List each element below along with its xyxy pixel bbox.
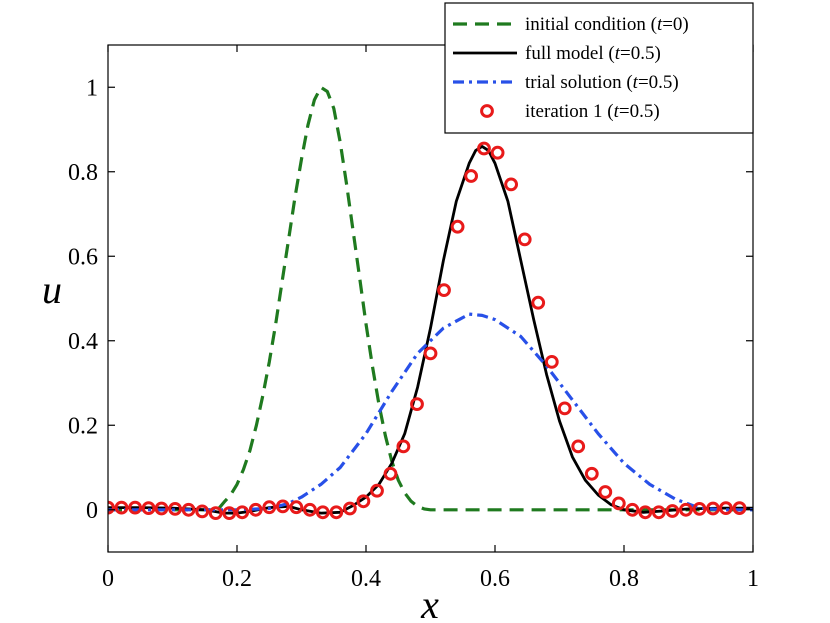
iteration-point xyxy=(544,355,559,369)
iteration-point xyxy=(611,496,626,511)
series-initial-condition-line xyxy=(108,85,753,512)
iteration-point xyxy=(464,169,479,183)
y-tick-label: 0.4 xyxy=(68,329,98,355)
y-tick-label: 0.6 xyxy=(68,244,98,270)
iteration-point xyxy=(289,500,304,515)
iteration-point xyxy=(557,401,572,416)
iteration-point xyxy=(108,500,115,515)
legend-box xyxy=(444,2,754,134)
iteration-point xyxy=(679,502,693,517)
y-tick-label: 0 xyxy=(86,498,98,524)
iteration-point xyxy=(598,485,613,499)
legend-label: initial condition (t=0) xyxy=(525,14,689,35)
x-tick-label: 0.8 xyxy=(609,566,639,592)
iteration-point xyxy=(571,439,586,454)
iteration-point xyxy=(437,283,451,298)
iteration-point xyxy=(275,499,290,514)
iteration-point xyxy=(423,346,438,361)
y-tick-label: 0.8 xyxy=(68,160,98,186)
iteration-point xyxy=(370,483,384,498)
iteration-point xyxy=(195,504,210,519)
x-tick-label: 0.2 xyxy=(222,566,252,592)
y-tick-label: 1 xyxy=(86,75,98,101)
iteration-point xyxy=(477,141,491,156)
legend-entry: full model (t=0.5) xyxy=(453,43,661,64)
iteration-point xyxy=(490,145,505,160)
iteration-point xyxy=(141,501,156,516)
y-axis-title: u xyxy=(42,267,62,312)
iteration-point xyxy=(665,504,680,518)
iteration-point xyxy=(625,502,640,517)
iteration-point xyxy=(181,502,196,517)
iteration-point xyxy=(235,505,250,520)
iteration-point xyxy=(651,505,666,520)
iteration-point xyxy=(410,397,424,412)
iteration-point xyxy=(706,501,720,516)
iteration-point xyxy=(208,506,223,520)
iteration-point xyxy=(154,501,169,516)
iteration-point xyxy=(303,502,317,517)
iteration-point xyxy=(638,505,653,520)
plot-frame xyxy=(107,44,754,553)
iteration-point xyxy=(343,501,357,516)
iteration-point xyxy=(531,295,546,310)
legend-entry: trial solution (t=0.5) xyxy=(453,72,679,93)
legend-label: trial solution (t=0.5) xyxy=(525,72,679,93)
series-layer xyxy=(108,85,753,520)
legend-label: full model (t=0.5) xyxy=(525,43,661,64)
x-axis-title: x xyxy=(420,582,439,623)
iteration-point xyxy=(396,439,411,454)
legend-label: iteration 1 (t=0.5) xyxy=(525,101,660,122)
x-tick-label: 1 xyxy=(747,566,759,592)
iteration-point xyxy=(356,494,371,509)
iteration-point xyxy=(719,501,733,516)
iteration-point xyxy=(450,219,465,234)
iteration-point xyxy=(168,502,183,516)
iteration-point xyxy=(315,505,330,520)
x-tick-label: 0.4 xyxy=(351,566,381,592)
legend-entry: iteration 1 (t=0.5) xyxy=(480,101,660,122)
iteration-point xyxy=(222,506,237,520)
iteration-point xyxy=(504,177,519,192)
iteration-point xyxy=(732,501,747,516)
iteration-point xyxy=(248,502,263,517)
legend-swatch xyxy=(480,104,494,118)
legend-entry: initial condition (t=0) xyxy=(453,14,689,35)
iteration-point xyxy=(517,232,532,247)
legend: initial condition (t=0) full model (t=0.5… xyxy=(444,2,754,134)
y-tick-label: 0.2 xyxy=(68,413,98,439)
iteration-point xyxy=(692,502,707,516)
iteration-point xyxy=(383,466,398,481)
x-tick-label: 0.6 xyxy=(480,566,510,592)
ticks-layer: 0 0.2 0.4 0.6 0.8 1 0 0.2 0.4 0.6 0.8 1 xyxy=(68,45,759,592)
iteration-point xyxy=(262,500,277,515)
iteration-point xyxy=(128,500,143,515)
iteration-point xyxy=(329,505,344,520)
series-trial-solution-line xyxy=(108,312,753,512)
x-tick-label: 0 xyxy=(102,566,114,592)
iteration-point xyxy=(114,500,129,515)
series-iteration-1 xyxy=(108,141,747,520)
iteration-point xyxy=(584,466,599,481)
